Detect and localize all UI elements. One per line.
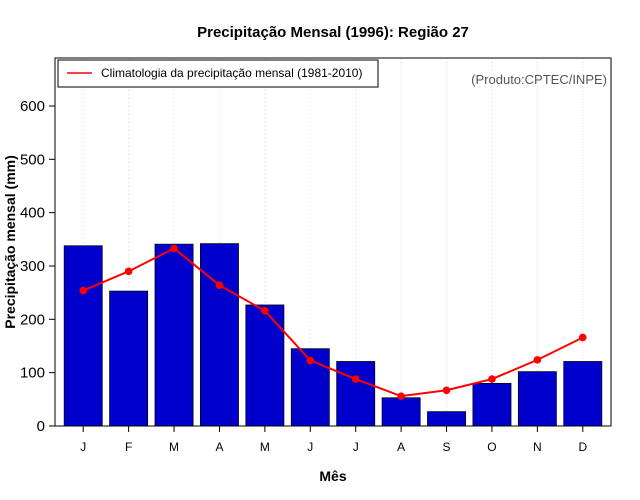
grid-lines <box>82 58 584 426</box>
bar-4 <box>200 243 239 427</box>
y-tick-label: 0 <box>37 418 45 435</box>
climatology-point-5 <box>261 307 269 315</box>
x-tick-label: D <box>578 440 587 454</box>
bar-11 <box>517 371 557 427</box>
bar-12 <box>563 361 603 427</box>
climatology-point-6 <box>306 356 315 365</box>
y-tick-label: 500 <box>20 151 45 168</box>
y-axis: 0 100 200 300 400 500 600 <box>20 98 55 435</box>
climatology-point-12 <box>578 333 587 342</box>
climatology-point-10 <box>488 375 496 383</box>
climatology-point-9 <box>442 386 451 395</box>
bar-7 <box>336 361 376 427</box>
bar-1 <box>63 245 103 427</box>
legend-box <box>57 59 379 88</box>
bar-5 <box>245 304 285 427</box>
x-tick-label: M <box>169 440 179 454</box>
climatology-point-7 <box>351 375 360 383</box>
x-tick-label: A <box>215 440 223 454</box>
climatology-point-2 <box>124 267 133 276</box>
x-tick-label: F <box>125 440 132 454</box>
plot-frame <box>54 57 612 427</box>
climatology-point-4 <box>215 281 224 290</box>
legend-label: Climatologia da precipitação mensal (198… <box>101 66 362 80</box>
x-tick-label: S <box>443 440 451 454</box>
bars <box>63 243 603 427</box>
bar-9 <box>427 411 466 427</box>
climatology-point-1 <box>79 286 88 295</box>
x-tick-label: J <box>80 440 86 454</box>
y-tick-label: 300 <box>20 258 45 275</box>
x-axis-label: Mês <box>319 468 346 484</box>
climatology-point-8 <box>397 392 405 400</box>
legend: Climatologia da precipitação mensal (198… <box>57 59 379 88</box>
x-tick-label: J <box>353 440 359 454</box>
credit-text: (Produto:CPTEC/INPE) <box>471 72 607 87</box>
y-tick-label: 200 <box>20 311 45 328</box>
climatology-point-3 <box>170 244 178 253</box>
y-axis-label: Precipitação mensal (mm) <box>2 155 18 329</box>
x-tick-label: J <box>307 440 313 454</box>
chart-title: Precipitação Mensal (1996): Região 27 <box>197 24 469 41</box>
x-tick-label: O <box>487 440 496 454</box>
climatology-line <box>79 244 587 400</box>
bar-8 <box>381 397 421 427</box>
bar-2 <box>109 290 149 427</box>
climatology-point-11 <box>533 356 542 364</box>
climatology-series-line <box>82 247 584 398</box>
x-tick-label: M <box>260 440 270 454</box>
bar-3 <box>154 243 194 427</box>
bar-10 <box>472 382 512 427</box>
y-tick-label: 400 <box>20 205 45 222</box>
x-tick-label: N <box>533 440 542 454</box>
y-tick-label: 100 <box>20 365 45 382</box>
x-tick-label: A <box>397 440 405 454</box>
y-tick-label: 600 <box>20 98 45 115</box>
